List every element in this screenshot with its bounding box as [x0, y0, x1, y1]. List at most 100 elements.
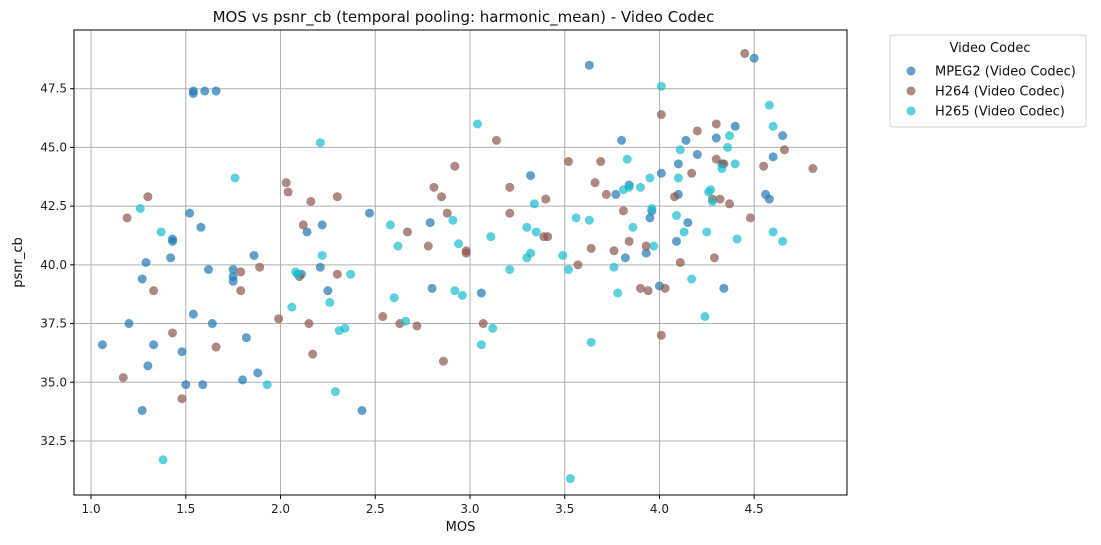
data-point: [687, 168, 697, 178]
legend-label-h264: H264 (Video Codec): [935, 85, 1065, 100]
data-point: [609, 246, 619, 256]
data-point: [675, 258, 685, 267]
data-point: [586, 243, 596, 253]
data-point: [617, 135, 627, 145]
data-point: [236, 286, 246, 296]
data-point: [315, 262, 325, 272]
data-point: [389, 293, 399, 303]
data-point: [707, 196, 717, 206]
data-point: [438, 356, 448, 366]
data-point: [378, 312, 388, 322]
legend-label-mpeg2: MPEG2 (Video Codec): [935, 65, 1076, 80]
data-point: [293, 269, 303, 279]
data-point: [488, 323, 498, 333]
data-point: [505, 208, 515, 218]
data-point: [491, 135, 501, 145]
data-point: [442, 208, 452, 218]
x-tick-label: 4.0: [650, 502, 669, 516]
data-point: [649, 241, 659, 251]
data-point: [204, 265, 214, 275]
data-point: [749, 53, 759, 63]
data-point: [437, 192, 447, 202]
data-point: [679, 227, 689, 237]
data-point: [236, 267, 246, 277]
legend: Video Codec MPEG2 (Video Codec) H264 (Vi…: [889, 34, 1087, 128]
data-point: [624, 236, 634, 246]
data-point: [745, 213, 755, 223]
data-point: [670, 192, 680, 202]
x-tick-label: 3.5: [555, 502, 574, 516]
data-point: [740, 48, 750, 58]
data-point: [317, 250, 327, 260]
data-point: [122, 213, 132, 223]
data-point: [768, 227, 778, 237]
legend-marker-h265: [906, 106, 916, 116]
data-point: [778, 131, 788, 141]
data-point: [764, 100, 774, 110]
data-point: [158, 455, 168, 465]
y-tick-label: 42.5: [40, 199, 67, 213]
data-point: [778, 236, 788, 246]
data-point: [228, 265, 238, 275]
data-point: [168, 236, 178, 246]
data-point: [529, 199, 539, 209]
data-point: [274, 314, 284, 324]
data-point: [622, 154, 632, 164]
data-point: [711, 133, 721, 143]
data-point: [732, 234, 742, 244]
data-point: [526, 248, 536, 258]
data-point: [253, 368, 263, 378]
data-point: [476, 340, 486, 350]
data-point: [393, 241, 403, 251]
y-tick-label: 32.5: [40, 434, 67, 448]
data-point: [671, 236, 681, 246]
legend-box: [889, 34, 1087, 128]
data-point: [730, 159, 740, 169]
data-point: [118, 373, 128, 383]
data-point: [702, 227, 712, 237]
data-point: [573, 260, 583, 270]
data-point: [196, 222, 206, 232]
data-point: [486, 232, 496, 242]
y-tick-label: 47.5: [40, 82, 67, 96]
y-tick-label: 40.0: [40, 258, 67, 272]
data-point: [149, 340, 159, 350]
data-point: [332, 269, 342, 279]
plot-frame: [73, 29, 848, 496]
data-point: [656, 110, 666, 120]
data-point: [611, 189, 621, 199]
data-point: [673, 173, 683, 183]
data-point: [723, 142, 733, 152]
data-point: [401, 316, 411, 326]
data-point: [357, 405, 367, 415]
data-point: [141, 258, 151, 267]
y-tick-label: 45.0: [40, 140, 67, 154]
data-point: [461, 248, 471, 258]
data-point: [779, 145, 789, 155]
data-point: [302, 227, 312, 237]
data-point: [198, 380, 208, 390]
data-point: [725, 131, 735, 141]
data-point: [635, 283, 645, 293]
data-point: [228, 276, 238, 286]
data-point: [505, 182, 515, 192]
data-point: [249, 250, 259, 260]
data-point: [241, 333, 251, 343]
data-point: [768, 121, 778, 131]
data-point: [645, 213, 655, 223]
data-point: [522, 222, 532, 232]
data-point: [402, 227, 412, 237]
data-point: [124, 319, 134, 329]
data-point: [641, 248, 651, 258]
data-point: [283, 187, 293, 197]
data-point: [656, 81, 666, 91]
data-point: [645, 173, 655, 183]
data-point: [340, 323, 350, 333]
data-point: [571, 213, 581, 223]
data-point: [304, 319, 314, 329]
data-point: [143, 192, 153, 202]
data-point: [255, 262, 265, 272]
data-point: [346, 269, 356, 279]
data-point: [531, 227, 541, 237]
